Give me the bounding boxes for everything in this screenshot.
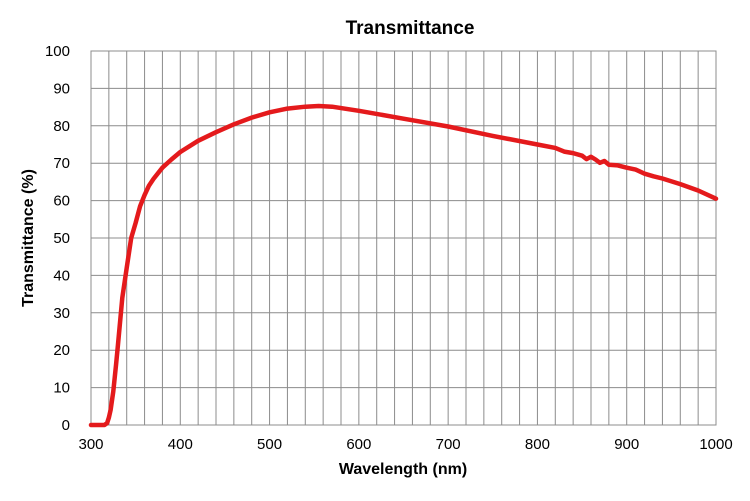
y-tick-label: 20	[53, 342, 70, 359]
y-axis-label: Transmittance (%)	[20, 169, 37, 307]
y-tick-label: 30	[53, 305, 70, 322]
x-tick-label: 400	[168, 436, 193, 453]
series-layer	[88, 103, 719, 428]
y-tick-label: 0	[62, 417, 70, 434]
chart-title: Transmittance	[346, 18, 475, 39]
series-line	[88, 103, 719, 428]
y-tick-label: 90	[53, 80, 70, 97]
x-tick-label: 1000	[699, 436, 732, 453]
y-tick-label: 80	[53, 118, 70, 135]
plot-area-frame	[90, 50, 717, 426]
x-tick-label: 300	[78, 436, 103, 453]
x-tick-label: 500	[257, 436, 282, 453]
x-axis-label: Wavelength (nm)	[339, 461, 467, 478]
y-tick-label: 50	[53, 230, 70, 247]
x-tick-label: 800	[525, 436, 550, 453]
x-tick-label: 700	[436, 436, 461, 453]
y-tick-label: 40	[53, 267, 70, 284]
y-tick-label: 70	[53, 155, 70, 172]
tick-labels: 300 400 500 600 700 800 900 1000 0 10 20 30 40 50 60 70…	[45, 43, 733, 453]
x-tick-label: 900	[614, 436, 639, 453]
y-tick-label: 60	[53, 193, 70, 210]
y-tick-label: 100	[45, 43, 70, 60]
y-tick-label: 10	[53, 380, 70, 397]
x-tick-label: 600	[346, 436, 371, 453]
